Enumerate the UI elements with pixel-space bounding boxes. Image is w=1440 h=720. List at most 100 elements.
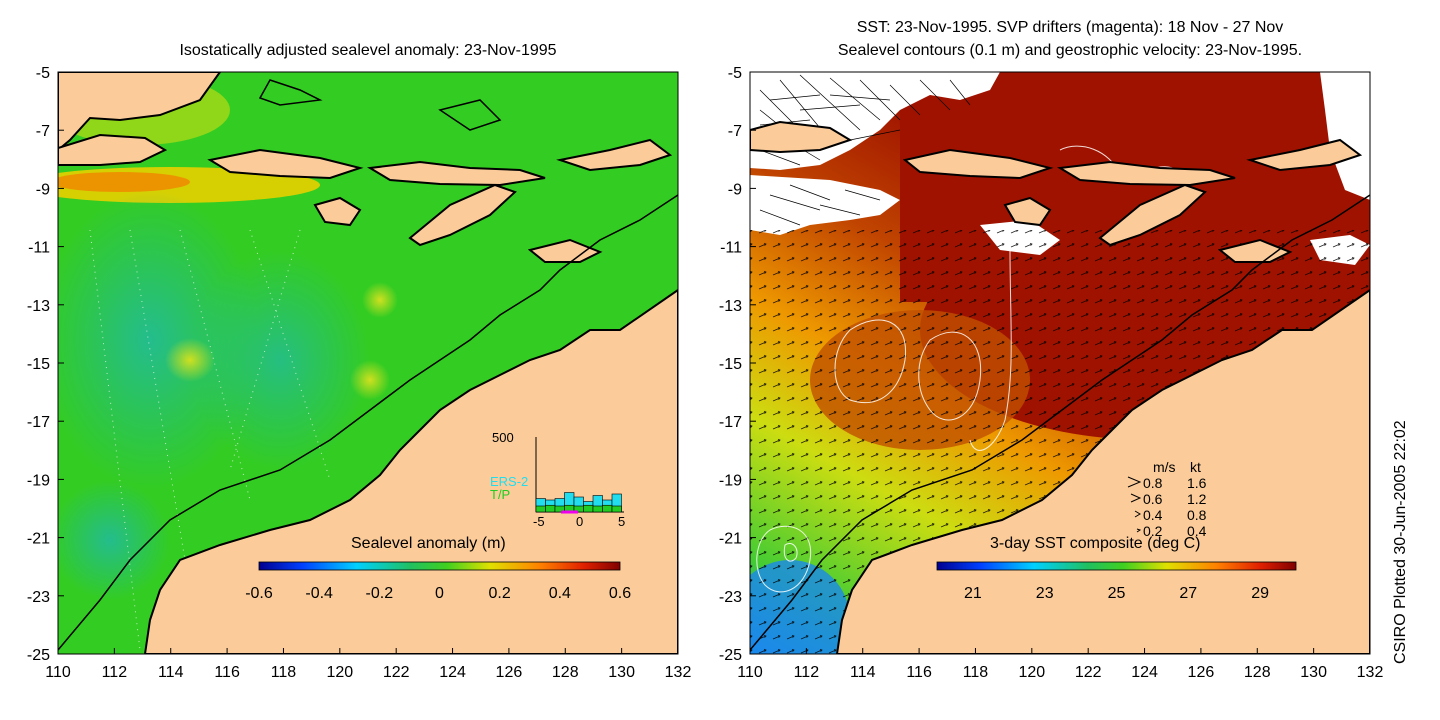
- sla-xtick-label: 126: [496, 664, 523, 681]
- velocity-key-arrow-0: [1127, 476, 1142, 488]
- sla-contours: [58, 79, 678, 651]
- inset-xtick-5: 5: [618, 514, 625, 529]
- sla-colorbar-label: Sealevel anomaly (m): [351, 535, 506, 552]
- sst-colorbar-ramp: [936, 561, 1297, 571]
- sla-xtick-label: 128: [552, 664, 579, 681]
- sla-ytick-label: -19: [27, 472, 50, 489]
- sla-low-south: [58, 480, 170, 600]
- sla-ytick-label: -15: [27, 356, 50, 373]
- sla-map-axes: 110 112 114 116 118 120 122 124 126 128 130 132 -5 -7…: [27, 65, 692, 681]
- sla-xtick-label: 110: [45, 664, 71, 681]
- sla-xtick-label: 132: [665, 664, 692, 681]
- sla-xtick-label: 130: [608, 664, 635, 681]
- sst-xtick-label: 120: [1018, 664, 1045, 681]
- sst-ytick-label: -11: [720, 240, 742, 257]
- sla-colorbar-tick: -0.2: [366, 585, 394, 602]
- velocity-key-arrow-1: [1130, 493, 1142, 503]
- inset-bar-tp: [583, 504, 594, 513]
- sst-colorbar-tick: 27: [1179, 585, 1197, 602]
- velocity-key-ms-0: 0.8: [1143, 475, 1163, 491]
- sla-high-spot-c: [362, 282, 398, 318]
- track-count-inset: 500 ERS-2 T/P -5 0 5: [490, 430, 625, 529]
- inset-bar-tp: [602, 504, 613, 513]
- velocity-key-kt-3: 0.4: [1187, 523, 1207, 539]
- sla-high-spot-b: [350, 360, 390, 400]
- velocity-key-kt-2: 0.8: [1187, 507, 1207, 523]
- sla-xtick-label: 118: [271, 664, 297, 681]
- plot-credit-label: CSIRO Plotted 30-Jun-2005 22:02: [1392, 420, 1409, 664]
- sst-colorbar-label: 3-day SST composite (deg C): [990, 535, 1200, 552]
- sla-xtick-label: 114: [158, 664, 184, 681]
- velocity-key-ms-2: 0.4: [1143, 507, 1163, 523]
- inset-bar-tp: [611, 505, 622, 513]
- inset-bar-tp: [592, 505, 603, 513]
- sla-ytick-label: -23: [27, 589, 50, 606]
- sla-ytick-label: -5: [36, 65, 50, 82]
- sla-xtick-label: 116: [214, 664, 240, 681]
- sla-xtick-label: 120: [326, 664, 353, 681]
- sst-map-axes: 110 112 114 116 118 120 122 124 126 128 130 132 -5 -7…: [719, 65, 1384, 681]
- sla-ytick-label: -13: [27, 298, 50, 315]
- sla-ytick-label: -9: [36, 181, 50, 198]
- sst-colorbar-tick: 21: [964, 585, 982, 602]
- sst-xtick-label: 118: [963, 664, 989, 681]
- velocity-key-header-ms: m/s: [1153, 459, 1176, 475]
- sst-xtick-label: 132: [1357, 664, 1384, 681]
- inset-ymax-label: 500: [492, 430, 514, 445]
- velocity-key-kt-1: 1.2: [1187, 491, 1207, 507]
- velocity-key-ms-1: 0.6: [1143, 491, 1163, 507]
- sla-colorbar: Sealevel anomaly (m) -0.6 -0.4 -0.2 0 0.2 0.4…: [245, 535, 631, 602]
- sla-colorbar-ticks: -0.6 -0.4 -0.2 0 0.2 0.4 0.6: [245, 585, 631, 602]
- inset-legend-ers2: ERS-2: [490, 474, 528, 489]
- inset-bar-tp: [535, 505, 546, 513]
- right-map-title-line2: Sealevel contours (0.1 m) and geostrophi…: [837, 42, 1303, 59]
- sla-ytick-label: -11: [28, 240, 50, 257]
- velocity-key-arrow-2: [1134, 510, 1141, 518]
- sst-ytick-label: -15: [719, 356, 742, 373]
- sla-high-core: [58, 172, 190, 192]
- sla-xtick-label: 122: [383, 664, 410, 681]
- velocity-key-kt-0: 1.6: [1187, 475, 1207, 491]
- sla-colorbar-tick: -0.6: [245, 585, 273, 602]
- inset-legend-tp: T/P: [490, 487, 510, 502]
- sst-ytick-label: -13: [719, 298, 742, 315]
- sla-ytick-label: -17: [27, 414, 50, 431]
- sst-xtick-label: 114: [850, 664, 876, 681]
- sla-ytick-label: -25: [27, 647, 50, 664]
- velocity-key-header-kt: kt: [1190, 459, 1201, 475]
- sst-xtick-label: 116: [906, 664, 932, 681]
- sst-xtick-label: 110: [737, 664, 763, 681]
- sst-ytick-label: -5: [728, 65, 742, 82]
- sla-ytick-label: -7: [36, 123, 50, 140]
- sst-xtick-label: 128: [1244, 664, 1271, 681]
- sla-low-center: [190, 250, 370, 470]
- sla-xtick-label: 124: [439, 664, 466, 681]
- sst-ytick-label: -25: [719, 647, 742, 664]
- sla-xtick-label: 112: [102, 664, 128, 681]
- sst-xtick-label: 126: [1188, 664, 1215, 681]
- sla-ytick-label: -21: [27, 531, 50, 548]
- inset-xtick-neg5: -5: [533, 514, 545, 529]
- velocity-key: m/s kt 0.8 1.6 0.6 1.2 0.4 0.8 0.2 0.4: [1127, 459, 1207, 539]
- velocity-key-ms-3: 0.2: [1143, 523, 1163, 539]
- right-map-title-line1: SST: 23-Nov-1995. SVP drifters (magenta)…: [856, 19, 1284, 36]
- left-map-title: Isostatically adjusted sealevel anomaly:…: [179, 42, 557, 59]
- inset-xtick-0: 0: [576, 514, 583, 529]
- sst-colorbar-tick: 29: [1251, 585, 1269, 602]
- sst-ytick-label: -19: [719, 472, 742, 489]
- sla-colorbar-ramp: [258, 561, 621, 571]
- sst-xtick-label: 130: [1300, 664, 1327, 681]
- sla-colorbar-tick: 0.6: [609, 585, 631, 602]
- sst-colorbar: 3-day SST composite (deg C) 21 23 25 27 29: [936, 535, 1297, 602]
- sst-shelf-contour: [750, 194, 1370, 651]
- sla-colorbar-tick: 0.2: [489, 585, 511, 602]
- sla-colorbar-tick: 0: [435, 585, 444, 602]
- sst-xtick-label: 124: [1131, 664, 1158, 681]
- sst-colorbar-tick: 23: [1036, 585, 1054, 602]
- sst-colorbar-ticks: 21 23 25 27 29: [964, 585, 1269, 602]
- sst-ytick-label: -9: [728, 181, 742, 198]
- sst-ytick-label: -7: [728, 123, 742, 140]
- sst-ytick-label: -21: [719, 531, 742, 548]
- sst-ytick-label: -17: [719, 414, 742, 431]
